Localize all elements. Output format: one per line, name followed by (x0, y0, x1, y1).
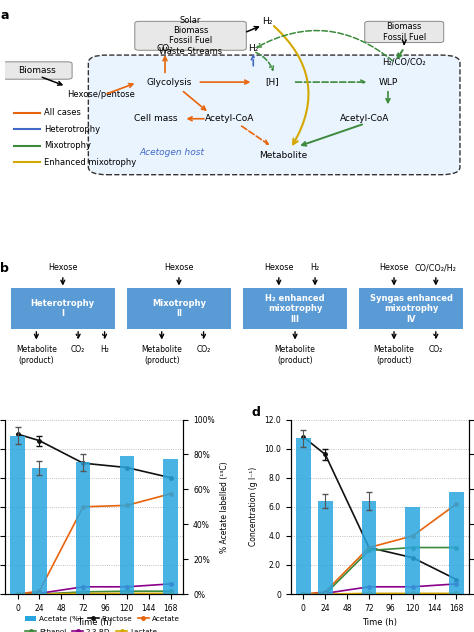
Text: b: b (0, 262, 9, 276)
Text: Cell mass: Cell mass (134, 114, 177, 123)
Text: d: d (251, 406, 260, 418)
X-axis label: Time (h): Time (h) (77, 618, 111, 628)
Text: Metabolite
(product): Metabolite (product) (141, 345, 182, 365)
Text: Heterotrophy
I: Heterotrophy I (31, 299, 95, 319)
FancyBboxPatch shape (88, 55, 460, 174)
Y-axis label: % Acetate labelled (¹³C): % Acetate labelled (¹³C) (220, 461, 229, 552)
Bar (164, 459, 178, 594)
Text: Hexose: Hexose (164, 263, 193, 272)
Text: a: a (0, 9, 9, 21)
Text: Hexose: Hexose (379, 263, 409, 272)
Text: Mixotrophy: Mixotrophy (44, 141, 91, 150)
FancyBboxPatch shape (135, 21, 246, 51)
Text: CO₂: CO₂ (156, 44, 173, 53)
Text: H₂: H₂ (100, 345, 109, 355)
FancyBboxPatch shape (365, 21, 444, 42)
Text: CO₂: CO₂ (71, 345, 85, 355)
Bar (10, 435, 25, 594)
Text: CO₂: CO₂ (196, 345, 210, 355)
Text: CO₂: CO₂ (428, 345, 443, 355)
Text: H₂/CO/CO₂: H₂/CO/CO₂ (383, 58, 426, 66)
Text: Biomass
Fossil Fuel: Biomass Fossil Fuel (383, 22, 426, 42)
Text: Metabolite
(product): Metabolite (product) (274, 345, 316, 365)
Text: Syngas enhanced
mixotrophy
IV: Syngas enhanced mixotrophy IV (370, 294, 453, 324)
Text: Hexose/pentose: Hexose/pentose (67, 90, 135, 99)
FancyBboxPatch shape (359, 288, 464, 329)
Text: All cases: All cases (44, 109, 81, 118)
Text: Hexose: Hexose (48, 263, 77, 272)
Text: WLP: WLP (378, 78, 398, 87)
Text: Glycolysis: Glycolysis (147, 78, 192, 87)
Legend: Acetate (%), Fructose, Acetate: Acetate (%), Fructose, Acetate (23, 613, 182, 625)
FancyArrowPatch shape (274, 26, 309, 144)
Text: Biomass: Biomass (18, 66, 56, 75)
Text: H₂: H₂ (262, 17, 273, 26)
Bar (32, 468, 46, 594)
Bar (119, 456, 134, 594)
Text: Acetogen host: Acetogen host (139, 149, 204, 157)
Text: Mixotrophy
II: Mixotrophy II (152, 299, 206, 319)
Text: Metabolite: Metabolite (259, 151, 308, 160)
Legend: Ethanol, 2,3-BD, Lactate: Ethanol, 2,3-BD, Lactate (23, 626, 160, 632)
Text: [H]: [H] (265, 78, 279, 87)
Text: Enhanced mixotrophy: Enhanced mixotrophy (44, 157, 137, 167)
FancyBboxPatch shape (243, 288, 347, 329)
Bar (405, 507, 420, 594)
X-axis label: Time (h): Time (h) (363, 618, 397, 628)
Text: H₂ enhanced
mixotrophy
III: H₂ enhanced mixotrophy III (265, 294, 325, 324)
Bar (296, 439, 310, 594)
FancyBboxPatch shape (2, 62, 72, 79)
Text: H₂: H₂ (248, 44, 258, 53)
Bar (362, 501, 376, 594)
Text: Hexose: Hexose (264, 263, 293, 272)
FancyBboxPatch shape (127, 288, 231, 329)
Bar (449, 492, 464, 594)
Text: Acetyl-CoA: Acetyl-CoA (205, 114, 255, 123)
FancyBboxPatch shape (10, 288, 115, 329)
Text: Metabolite
(product): Metabolite (product) (16, 345, 57, 365)
Text: Solar
Biomass
Fossil Fuel
Waste Streams: Solar Biomass Fossil Fuel Waste Streams (159, 16, 222, 56)
Bar (76, 463, 91, 594)
Bar (318, 501, 333, 594)
Y-axis label: Concentration (g l⁻¹): Concentration (g l⁻¹) (249, 467, 258, 547)
Text: Acetyl-CoA: Acetyl-CoA (340, 114, 390, 123)
Text: CO/CO₂/H₂: CO/CO₂/H₂ (415, 263, 457, 272)
Text: Heterotrophy: Heterotrophy (44, 125, 100, 134)
Text: H₂: H₂ (310, 263, 319, 272)
Text: Metabolite
(product): Metabolite (product) (374, 345, 414, 365)
